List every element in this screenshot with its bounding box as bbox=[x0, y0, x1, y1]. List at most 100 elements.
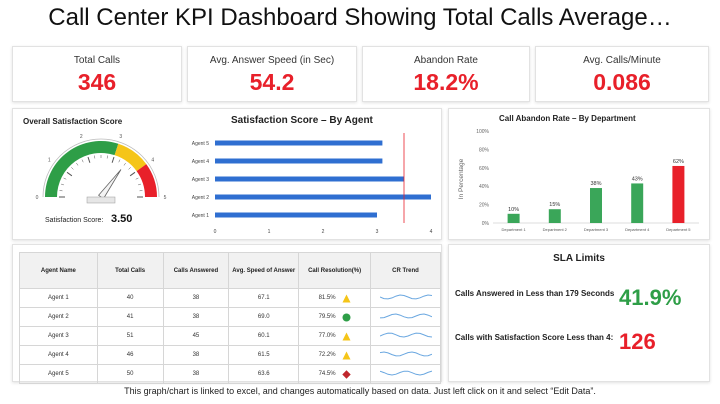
cell-resolution: 72.2% bbox=[298, 345, 372, 365]
gauge-tick-label: 5 bbox=[164, 195, 167, 201]
triangle-status-icon bbox=[342, 351, 351, 359]
abandon-bar-label: 10% bbox=[508, 207, 519, 213]
agent-axis-label: Agent 5 bbox=[192, 141, 209, 147]
gauge-needle bbox=[97, 169, 122, 200]
col-agent-name: Agent Name bbox=[19, 252, 98, 289]
cell-total-calls: 41 bbox=[96, 307, 164, 327]
agent-bar bbox=[215, 194, 431, 200]
trend-sparkline bbox=[379, 370, 432, 376]
abandon-y-tick: 100% bbox=[476, 129, 489, 135]
kpi-label: Total Calls bbox=[73, 55, 121, 66]
cell-resolution: 77.0% bbox=[298, 326, 372, 346]
abandon-bar bbox=[631, 183, 644, 223]
cell-cr-trend bbox=[370, 307, 441, 327]
abandon-y-tick: 20% bbox=[479, 203, 490, 209]
trend-sparkline bbox=[379, 313, 432, 319]
kpi-label: Abandon Rate bbox=[414, 55, 478, 66]
agent-axis-label: Agent 4 bbox=[192, 159, 209, 165]
satisfaction-score-label: Satisfaction Score: bbox=[45, 217, 103, 224]
cell-calls-answered: 38 bbox=[162, 288, 230, 308]
footer-note: This graph/chart is linked to excel, and… bbox=[124, 386, 596, 396]
abandon-bar-label: 15% bbox=[549, 202, 560, 208]
agent-x-tick: 3 bbox=[376, 229, 379, 235]
kpi-value: 54.2 bbox=[249, 69, 295, 95]
cell-cr-trend bbox=[370, 288, 441, 308]
sla-panel: SLA Limits Calls Answered in Less than 1… bbox=[448, 244, 710, 382]
cell-calls-answered: 38 bbox=[162, 345, 230, 365]
sla-answered-text: Calls Answered in Less than 179 Seconds bbox=[455, 289, 615, 298]
agent-x-tick: 0 bbox=[214, 229, 217, 235]
kpi-value: 346 bbox=[77, 69, 117, 95]
cell-avg-speed: 61.5 bbox=[228, 345, 300, 365]
cell-agent: Agent 2 bbox=[19, 307, 98, 327]
agent-bar bbox=[215, 158, 383, 164]
sla-answered-value: 41.9% bbox=[619, 285, 682, 310]
agent-x-tick: 1 bbox=[268, 229, 271, 235]
cell-resolution: 81.5% bbox=[298, 288, 372, 308]
cell-calls-answered: 38 bbox=[162, 364, 230, 384]
cell-avg-speed: 63.6 bbox=[228, 364, 300, 384]
agent-axis-label: Agent 3 bbox=[192, 177, 209, 183]
agent-satisfaction-chart: Agent 5 Agent 4 Agent 3 Agent 2 Agent 1 0 1 2 3 4 bbox=[192, 133, 433, 235]
gauge-tick-label: 0 bbox=[36, 195, 39, 201]
sla-title: SLA Limits bbox=[553, 253, 605, 264]
agent-x-tick: 4 bbox=[430, 229, 433, 235]
trend-sparkline bbox=[379, 351, 432, 357]
abandon-panel: Call Abandon Rate – By Department 0% 20% 4… bbox=[448, 108, 710, 240]
col-call-resolution: Call Resolution(%) bbox=[298, 252, 372, 289]
sla-satisfaction-text: Calls with Satisfaction Score Less than … bbox=[455, 333, 614, 342]
page-title: Call Center KPI Dashboard Showing Total … bbox=[48, 4, 672, 31]
sla-satisfaction-value: 126 bbox=[619, 329, 656, 354]
cell-calls-answered: 45 bbox=[162, 326, 230, 346]
agent-axis-label: Agent 1 bbox=[192, 213, 209, 219]
cell-total-calls: 40 bbox=[96, 288, 164, 308]
gauge-tick-label: 3 bbox=[119, 134, 122, 140]
abandon-y-label: In Percentage bbox=[458, 158, 465, 199]
col-calls-answered: Calls Answered bbox=[162, 252, 230, 289]
gauge-green-band bbox=[45, 141, 119, 197]
abandon-bar bbox=[548, 209, 561, 223]
abandon-x-label: Department 4 bbox=[625, 227, 650, 232]
triangle-status-icon bbox=[342, 332, 351, 340]
cell-cr-trend bbox=[370, 326, 441, 346]
abandon-bar bbox=[507, 213, 520, 223]
satisfaction-gauge: 0 1 2 3 4 5 Satisfaction Score: 3.50 bbox=[36, 134, 167, 225]
resolution-value: 81.5% bbox=[318, 295, 336, 301]
resolution-value: 72.2% bbox=[318, 352, 336, 358]
cell-cr-trend bbox=[370, 345, 441, 365]
abandon-y-tick: 0% bbox=[482, 221, 490, 227]
kpi-card-calls-minute: Avg. Calls/Minute 0.086 bbox=[535, 46, 709, 102]
triangle-status-icon bbox=[342, 294, 351, 302]
agent-chart-title: Satisfaction Score – By Agent bbox=[231, 115, 373, 126]
abandon-chart-title: Call Abandon Rate – By Department bbox=[499, 114, 636, 123]
abandon-bar bbox=[672, 165, 685, 223]
agent-bar bbox=[215, 140, 383, 146]
table-row: Agent 5 50 38 63.6 74.5% bbox=[19, 364, 441, 384]
cell-resolution: 79.5% bbox=[298, 307, 372, 327]
gauge-yellow-band bbox=[114, 143, 147, 172]
agent-table-panel: Agent Name Total Calls Calls Answered Av… bbox=[12, 244, 442, 384]
kpi-card-answer-speed: Avg. Answer Speed (in Sec) 54.2 bbox=[187, 46, 357, 102]
cell-agent: Agent 3 bbox=[19, 326, 98, 346]
cell-avg-speed: 67.1 bbox=[228, 288, 300, 308]
abandon-x-label: Department 5 bbox=[666, 227, 691, 232]
cell-agent: Agent 4 bbox=[19, 345, 98, 365]
satisfaction-panel: Overall Satisfaction Score 0 1 2 3 4 5 Satisf… bbox=[12, 108, 442, 240]
resolution-value: 77.0% bbox=[318, 333, 336, 339]
table-row: Agent 2 41 38 69.0 79.5% bbox=[19, 307, 441, 327]
satisfaction-score-value: 3.50 bbox=[111, 213, 132, 225]
cell-agent: Agent 1 bbox=[19, 288, 98, 308]
abandon-x-label: Department 1 bbox=[501, 227, 526, 232]
cell-calls-answered: 38 bbox=[162, 307, 230, 327]
kpi-value: 0.086 bbox=[593, 69, 651, 95]
resolution-value: 79.5% bbox=[318, 314, 336, 320]
gauge-tick-label: 4 bbox=[151, 157, 154, 163]
abandon-rate-chart: 0% 20% 40% 60% 80% 100% In Percentage 10% Depart… bbox=[458, 129, 699, 232]
abandon-y-tick: 40% bbox=[479, 184, 490, 190]
cell-avg-speed: 69.0 bbox=[228, 307, 300, 327]
gauge-red-band bbox=[136, 164, 157, 197]
table-row: Agent 1 40 38 67.1 81.5% bbox=[19, 288, 441, 308]
kpi-label: Avg. Answer Speed (in Sec) bbox=[209, 55, 335, 66]
cell-agent: Agent 5 bbox=[19, 364, 98, 384]
table-row: Agent 3 51 45 60.1 77.0% bbox=[19, 326, 441, 346]
